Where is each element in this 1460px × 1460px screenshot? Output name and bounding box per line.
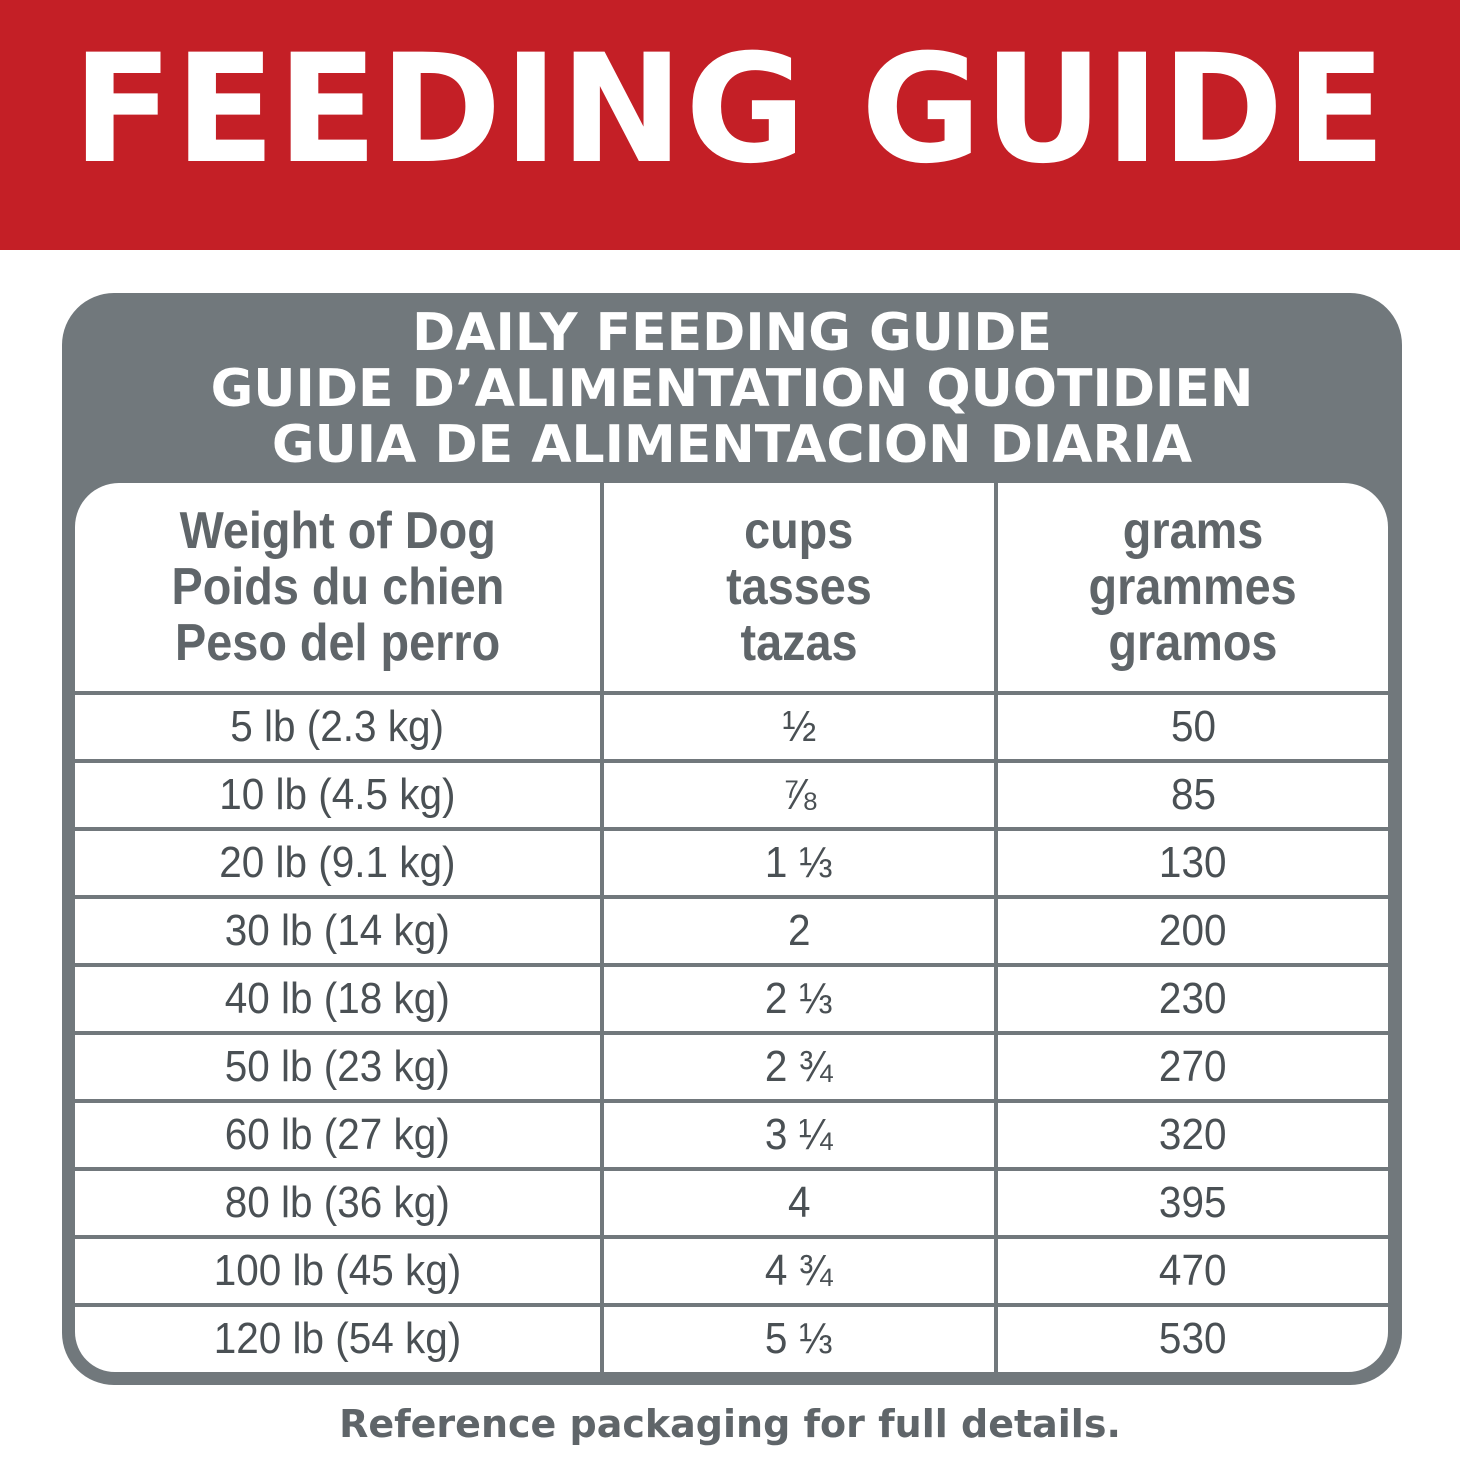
- cell-value: 320: [1159, 1110, 1227, 1159]
- table-cell-weight: 40 lb (18 kg): [75, 967, 600, 1031]
- table-cell-grams: 200: [998, 899, 1388, 963]
- table-cell-cups: 2: [604, 899, 994, 963]
- header-grams-fr: grammes: [1088, 558, 1298, 616]
- cell-value: 100 lb (45 kg): [213, 1246, 462, 1295]
- cell-value: 2 ⅓: [765, 974, 833, 1023]
- table-cell-grams: 85: [998, 763, 1388, 827]
- table-cell-weight: 100 lb (45 kg): [75, 1239, 600, 1303]
- column-divider: [994, 483, 998, 1372]
- header-grams-en: grams: [1122, 502, 1264, 560]
- banner: FEEDING GUIDE: [0, 0, 1460, 250]
- cell-value: 4: [787, 1178, 811, 1227]
- cell-value: 20 lb (9.1 kg): [219, 838, 456, 887]
- header-cups: cups tasses tazas: [604, 483, 994, 691]
- table-cell-weight: 120 lb (54 kg): [75, 1307, 600, 1371]
- column-divider: [600, 483, 604, 1372]
- header-grams-es: gramos: [1108, 614, 1278, 672]
- header-weight-es: Peso del perro: [174, 614, 501, 672]
- table-cell-grams: 530: [998, 1307, 1388, 1371]
- cell-value: 60 lb (27 kg): [224, 1110, 450, 1159]
- header-cups-es: tazas: [740, 614, 858, 672]
- table-cell-weight: 30 lb (14 kg): [75, 899, 600, 963]
- heading-spanish: GUIA DE ALIMENTACION DIARIA: [271, 415, 1193, 475]
- table-cell-grams: 230: [998, 967, 1388, 1031]
- header-weight-fr: Poids du chien: [171, 558, 504, 616]
- row-divider: [75, 963, 1388, 967]
- cell-value: 530: [1159, 1314, 1227, 1363]
- header-cups-fr: tasses: [726, 558, 872, 616]
- row-divider: [75, 1031, 1388, 1035]
- table-cell-weight: 10 lb (4.5 kg): [75, 763, 600, 827]
- cell-value: 395: [1159, 1178, 1227, 1227]
- cell-value: ½: [782, 702, 816, 751]
- table-cell-cups: 2 ⅓: [604, 967, 994, 1031]
- cell-value: 270: [1159, 1042, 1227, 1091]
- header-weight-en: Weight of Dog: [179, 502, 496, 560]
- table-cell-weight: 20 lb (9.1 kg): [75, 831, 600, 895]
- cell-value: 4 ¾: [765, 1246, 833, 1295]
- row-divider: [75, 759, 1388, 763]
- table-cell-grams: 270: [998, 1035, 1388, 1099]
- row-divider: [75, 1303, 1388, 1307]
- banner-title: FEEDING GUIDE: [72, 23, 1388, 197]
- table-cell-cups: ½: [604, 695, 994, 759]
- row-divider: [75, 691, 1388, 695]
- cell-value: 2 ¾: [765, 1042, 833, 1091]
- table-cell-cups: 4: [604, 1171, 994, 1235]
- table-cell-cups: 5 ⅓: [604, 1307, 994, 1371]
- cell-value: 10 lb (4.5 kg): [219, 770, 456, 819]
- table-cell-cups: 4 ¾: [604, 1239, 994, 1303]
- cell-value: 130: [1159, 838, 1227, 887]
- cell-value: 30 lb (14 kg): [224, 906, 450, 955]
- cell-value: 470: [1159, 1246, 1227, 1295]
- table-cell-grams: 470: [998, 1239, 1388, 1303]
- table-cell-cups: 3 ¼: [604, 1103, 994, 1167]
- table-cell-grams: 395: [998, 1171, 1388, 1235]
- table-cell-weight: 5 lb (2.3 kg): [75, 695, 600, 759]
- cell-value: 50 lb (23 kg): [224, 1042, 450, 1091]
- cell-value: 1 ⅓: [765, 838, 833, 887]
- table-cell-grams: 50: [998, 695, 1388, 759]
- card-heading: DAILY FEEDING GUIDE GUIDE D’ALIMENTATION…: [62, 293, 1402, 483]
- table-cell-cups: ⅞: [604, 763, 994, 827]
- cell-value: 200: [1159, 906, 1227, 955]
- footnote: Reference packaging for full details.: [339, 1402, 1121, 1446]
- row-divider: [75, 1099, 1388, 1103]
- header-grams: grams grammes gramos: [998, 483, 1388, 691]
- cell-value: 2: [787, 906, 811, 955]
- table-cell-weight: 80 lb (36 kg): [75, 1171, 600, 1235]
- row-divider: [75, 1235, 1388, 1239]
- heading-english: DAILY FEEDING GUIDE: [412, 303, 1052, 363]
- cell-value: 5 ⅓: [765, 1314, 833, 1363]
- cell-value: 40 lb (18 kg): [224, 974, 450, 1023]
- table-cell-cups: 2 ¾: [604, 1035, 994, 1099]
- feeding-table: Weight of Dog Poids du chien Peso del pe…: [75, 483, 1388, 1372]
- header-cups-en: cups: [744, 502, 854, 560]
- cell-value: 230: [1159, 974, 1227, 1023]
- cell-value: ⅞: [782, 770, 816, 819]
- table-cell-cups: 1 ⅓: [604, 831, 994, 895]
- cell-value: 3 ¼: [765, 1110, 833, 1159]
- row-divider: [75, 827, 1388, 831]
- table-cell-weight: 50 lb (23 kg): [75, 1035, 600, 1099]
- row-divider: [75, 1167, 1388, 1171]
- table-cell-weight: 60 lb (27 kg): [75, 1103, 600, 1167]
- table-cell-grams: 130: [998, 831, 1388, 895]
- cell-value: 80 lb (36 kg): [224, 1178, 450, 1227]
- cell-value: 50: [1170, 702, 1216, 751]
- row-divider: [75, 895, 1388, 899]
- cell-value: 85: [1170, 770, 1216, 819]
- table-cell-grams: 320: [998, 1103, 1388, 1167]
- heading-french: GUIDE D’ALIMENTATION QUOTIDIEN: [210, 359, 1254, 419]
- header-weight: Weight of Dog Poids du chien Peso del pe…: [75, 483, 600, 691]
- cell-value: 5 lb (2.3 kg): [230, 702, 445, 751]
- cell-value: 120 lb (54 kg): [213, 1314, 462, 1363]
